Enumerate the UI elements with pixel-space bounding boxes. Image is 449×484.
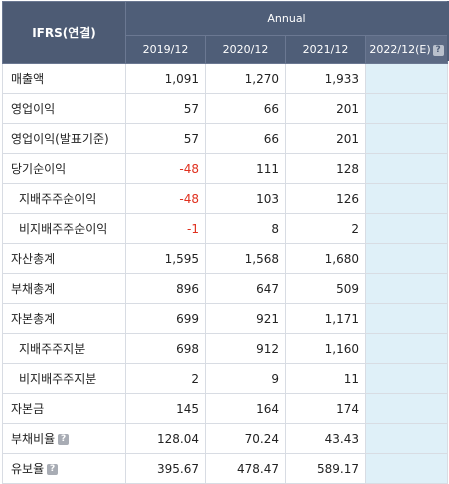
row-label[interactable]: 자본총계 bbox=[2, 303, 126, 334]
table-corner-header: IFRS(연결) bbox=[2, 1, 126, 64]
cell-estimate bbox=[365, 453, 448, 484]
cell: 647 bbox=[205, 273, 286, 304]
period-header: 2020/12 bbox=[205, 35, 286, 64]
table-row: 매출액 1,091 1,270 1,933 bbox=[2, 63, 448, 94]
cell: 478.47 bbox=[205, 453, 286, 484]
help-icon[interactable]: ? bbox=[58, 434, 70, 445]
cell: 57 bbox=[125, 93, 206, 124]
cell: 128 bbox=[285, 153, 366, 184]
cell: 589.17 bbox=[285, 453, 366, 484]
cell-estimate bbox=[365, 423, 448, 454]
table-row: 당기순이익 -48 111 128 bbox=[2, 153, 448, 184]
period-header: 2021/12 bbox=[285, 35, 366, 64]
row-label[interactable]: 부채총계 bbox=[2, 273, 126, 304]
cell: 164 bbox=[205, 393, 286, 424]
cell: 699 bbox=[125, 303, 206, 334]
annual-group-header: Annual bbox=[125, 1, 448, 36]
cell: 1,568 bbox=[205, 243, 286, 274]
cell: 1,091 bbox=[125, 63, 206, 94]
cell: 2 bbox=[125, 363, 206, 394]
cell: 9 bbox=[205, 363, 286, 394]
cell: 698 bbox=[125, 333, 206, 364]
table-row: 비지배주주순이익 -1 8 2 bbox=[2, 213, 448, 244]
row-label[interactable]: 영업이익 bbox=[2, 93, 126, 124]
table-row: 영업이익(발표기준) 57 66 201 bbox=[2, 123, 448, 154]
cell: 1,680 bbox=[285, 243, 366, 274]
scrollbar[interactable] bbox=[447, 1, 449, 61]
row-label: 지배주주순이익 bbox=[2, 183, 126, 214]
cell: 201 bbox=[285, 123, 366, 154]
cell: 11 bbox=[285, 363, 366, 394]
cell-negative: -48 bbox=[125, 183, 206, 214]
row-label[interactable]: 영업이익(발표기준) bbox=[2, 123, 126, 154]
cell: 145 bbox=[125, 393, 206, 424]
cell-estimate bbox=[365, 393, 448, 424]
help-icon[interactable]: ? bbox=[432, 44, 444, 56]
cell-estimate bbox=[365, 183, 448, 214]
cell: 103 bbox=[205, 183, 286, 214]
cell-estimate bbox=[365, 363, 448, 394]
cell: 66 bbox=[205, 123, 286, 154]
cell: 509 bbox=[285, 273, 366, 304]
cell: 201 bbox=[285, 93, 366, 124]
help-icon[interactable]: ? bbox=[47, 464, 59, 475]
cell: 70.24 bbox=[205, 423, 286, 454]
cell: 921 bbox=[205, 303, 286, 334]
row-label-with-help: 부채비율? bbox=[2, 423, 126, 454]
table-row: 자산총계 1,595 1,568 1,680 bbox=[2, 243, 448, 274]
cell: 1,270 bbox=[205, 63, 286, 94]
period-header: 2019/12 bbox=[125, 35, 206, 64]
cell: 128.04 bbox=[125, 423, 206, 454]
cell-estimate bbox=[365, 93, 448, 124]
cell-estimate bbox=[365, 123, 448, 154]
cell-estimate bbox=[365, 213, 448, 244]
cell-negative: -48 bbox=[125, 153, 206, 184]
table-row: 유보율? 395.67 478.47 589.17 bbox=[2, 453, 448, 484]
row-label: 지배주주지분 bbox=[2, 333, 126, 364]
table-row: 지배주주순이익 -48 103 126 bbox=[2, 183, 448, 214]
cell: 43.43 bbox=[285, 423, 366, 454]
cell-estimate bbox=[365, 303, 448, 334]
cell: 126 bbox=[285, 183, 366, 214]
cell: 8 bbox=[205, 213, 286, 244]
cell: 395.67 bbox=[125, 453, 206, 484]
cell: 1,933 bbox=[285, 63, 366, 94]
cell: 912 bbox=[205, 333, 286, 364]
table-row: 자본총계 699 921 1,171 bbox=[2, 303, 448, 334]
row-label[interactable]: 자본금 bbox=[2, 393, 126, 424]
row-label: 비지배주주순이익 bbox=[2, 213, 126, 244]
row-label: 비지배주주지분 bbox=[2, 363, 126, 394]
row-label-with-help: 유보율? bbox=[2, 453, 126, 484]
table-row: 부채비율? 128.04 70.24 43.43 bbox=[2, 423, 448, 454]
cell-estimate bbox=[365, 153, 448, 184]
cell: 174 bbox=[285, 393, 366, 424]
row-label[interactable]: 당기순이익 bbox=[2, 153, 126, 184]
cell: 2 bbox=[285, 213, 366, 244]
cell-estimate bbox=[365, 333, 448, 364]
cell: 1,171 bbox=[285, 303, 366, 334]
cell: 57 bbox=[125, 123, 206, 154]
row-label: 부채비율 bbox=[11, 432, 56, 446]
cell: 896 bbox=[125, 273, 206, 304]
cell: 111 bbox=[205, 153, 286, 184]
cell-estimate bbox=[365, 243, 448, 274]
table-row: 자본금 145 164 174 bbox=[2, 393, 448, 424]
period-header-estimate: 2022/12(E)? bbox=[365, 35, 448, 64]
cell: 1,160 bbox=[285, 333, 366, 364]
period-header-estimate-label: 2022/12(E) bbox=[369, 43, 431, 56]
cell: 66 bbox=[205, 93, 286, 124]
cell: 1,595 bbox=[125, 243, 206, 274]
cell-estimate bbox=[365, 63, 448, 94]
row-label[interactable]: 자산총계 bbox=[2, 243, 126, 274]
table-row: 영업이익 57 66 201 bbox=[2, 93, 448, 124]
row-label[interactable]: 매출액 bbox=[2, 63, 126, 94]
cell-estimate bbox=[365, 273, 448, 304]
table-row: 부채총계 896 647 509 bbox=[2, 273, 448, 304]
cell-negative: -1 bbox=[125, 213, 206, 244]
table-row: 비지배주주지분 2 9 11 bbox=[2, 363, 448, 394]
table-row: 지배주주지분 698 912 1,160 bbox=[2, 333, 448, 364]
row-label: 유보율 bbox=[11, 462, 45, 476]
